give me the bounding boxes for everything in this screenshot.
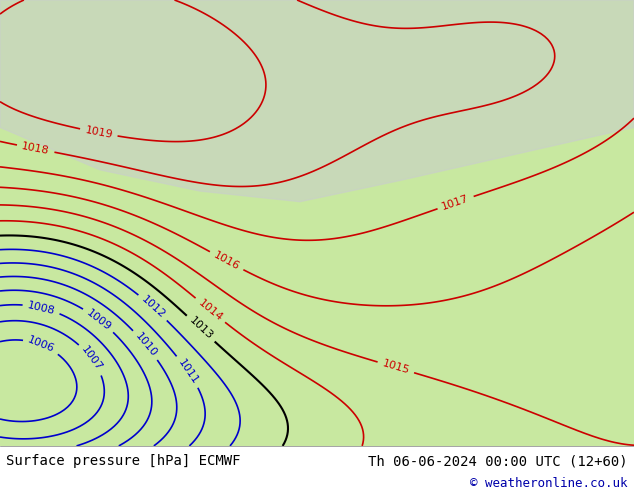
Text: 1012: 1012 — [139, 294, 167, 320]
Polygon shape — [0, 0, 634, 202]
Text: 1008: 1008 — [27, 300, 56, 316]
Text: 1010: 1010 — [133, 331, 158, 359]
Text: 1016: 1016 — [212, 250, 242, 272]
Text: 1006: 1006 — [27, 335, 56, 355]
Text: © weatheronline.co.uk: © weatheronline.co.uk — [470, 477, 628, 490]
Text: 1014: 1014 — [197, 297, 224, 323]
Text: 1019: 1019 — [84, 125, 113, 140]
Text: 1018: 1018 — [21, 141, 51, 156]
Text: 1007: 1007 — [79, 344, 104, 373]
Text: 1011: 1011 — [176, 357, 200, 386]
Text: 1015: 1015 — [381, 359, 411, 376]
Text: 1017: 1017 — [441, 193, 470, 212]
Text: 1009: 1009 — [84, 307, 113, 332]
Polygon shape — [0, 0, 634, 446]
Text: 1013: 1013 — [187, 316, 214, 342]
Text: Th 06-06-2024 00:00 UTC (12+60): Th 06-06-2024 00:00 UTC (12+60) — [368, 454, 628, 468]
Text: Surface pressure [hPa] ECMWF: Surface pressure [hPa] ECMWF — [6, 454, 241, 468]
